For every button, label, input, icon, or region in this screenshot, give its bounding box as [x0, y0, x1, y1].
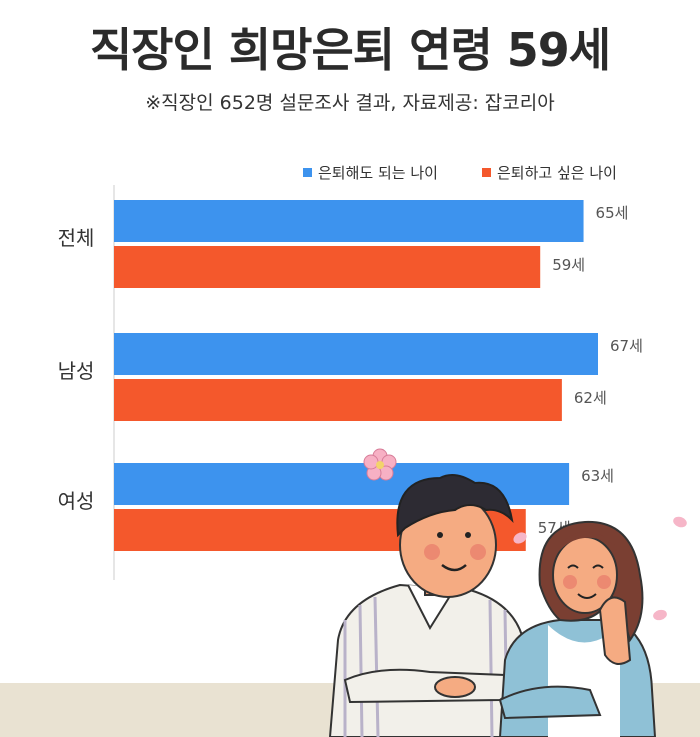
legend-swatch: [482, 168, 491, 177]
data-label: 65세: [596, 204, 629, 222]
man-figure: [328, 473, 530, 737]
category-label: 남성: [58, 359, 95, 383]
category-label: 전체: [58, 226, 95, 250]
petal: [653, 609, 667, 621]
petal: [513, 532, 527, 544]
data-label: 67세: [610, 337, 643, 355]
data-label: 59세: [552, 256, 585, 274]
data-label: 62세: [574, 389, 607, 407]
chart-subtitle: ※직장인 652명 설문조사 결과, 자료제공: 잡코리아: [145, 92, 555, 114]
woman-figure: [498, 520, 657, 737]
legend-label: 은퇴해도 되는 나이: [318, 164, 438, 182]
chart-title: 직장인 희망은퇴 연령 59세: [89, 23, 611, 77]
petal: [673, 516, 687, 528]
legend-swatch: [303, 168, 312, 177]
bar: [114, 246, 541, 288]
cherry-blossom-main: [363, 448, 397, 481]
category-label: 여성: [58, 489, 95, 513]
bar: [114, 333, 598, 375]
legend-label: 은퇴하고 싶은 나이: [497, 164, 617, 182]
bar: [114, 379, 562, 421]
data-label: 63세: [581, 467, 614, 485]
bar: [114, 200, 584, 242]
